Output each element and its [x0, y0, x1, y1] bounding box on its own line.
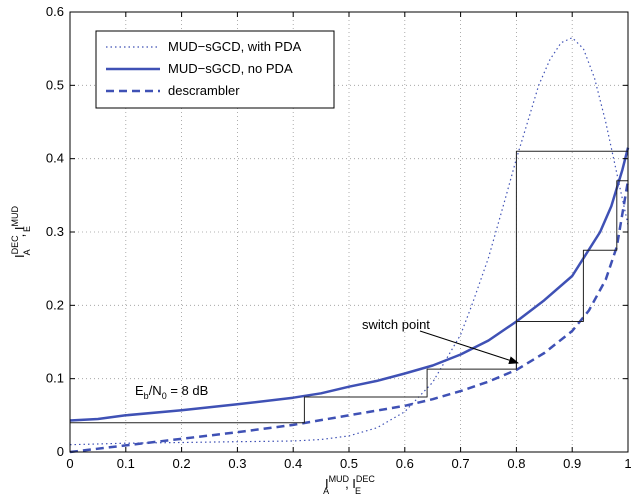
ebno-label: Eb/N0 = 8 dB — [135, 383, 208, 401]
y-tick-label: 0.1 — [46, 371, 64, 386]
switch-point-arrow — [419, 330, 519, 365]
x-tick-label: 0.4 — [284, 456, 302, 471]
x-tick-label: 0.1 — [117, 456, 135, 471]
legend-label-descrambler: descrambler — [168, 83, 240, 98]
x-axis-label: IMUD A, IDEC E — [323, 474, 375, 496]
series-line-with-pda — [69, 37, 629, 446]
x-tick-label: 1 — [624, 456, 631, 471]
x-tick-label: 0.6 — [396, 456, 414, 471]
x-tick-label: 0.2 — [173, 456, 191, 471]
x-tick-label: 0.8 — [507, 456, 525, 471]
series-group — [69, 37, 630, 454]
x-tick-label: 0.7 — [452, 456, 470, 471]
y-axis-label: IDEC A, IMUDE — [10, 206, 32, 258]
y-tick-label: 0 — [57, 444, 64, 459]
y-tick-label: 0.2 — [46, 297, 64, 312]
x-tick-label: 0.5 — [340, 456, 358, 471]
x-tick-label: 0 — [66, 456, 73, 471]
tick-labels: 0 0.1 0.2 0.3 0.4 0.5 0.6 0.7 0.8 0.9 1 0 0.1 0.2 0.3 0… — [46, 4, 631, 471]
switch-point-label: switch point — [362, 317, 430, 332]
y-tick-label: 0.4 — [46, 151, 64, 166]
series-line-no-pda — [69, 147, 630, 422]
legend-label-no-pda: MUD−sGCD, no PDA — [168, 61, 293, 76]
y-tick-label: 0.3 — [46, 224, 64, 239]
x-tick-label: 0.9 — [563, 456, 581, 471]
y-tick-label: 0.6 — [46, 4, 64, 19]
x-tick-label: 0.3 — [228, 456, 246, 471]
trajectory-staircase — [515, 150, 628, 370]
y-tick-label: 0.5 — [46, 77, 64, 92]
legend: MUD−sGCD, with PDA MUD−sGCD, no PDA desc… — [95, 30, 335, 109]
series-line-descrambler — [69, 180, 630, 454]
legend-label-with-pda: MUD−sGCD, with PDA — [168, 39, 302, 54]
